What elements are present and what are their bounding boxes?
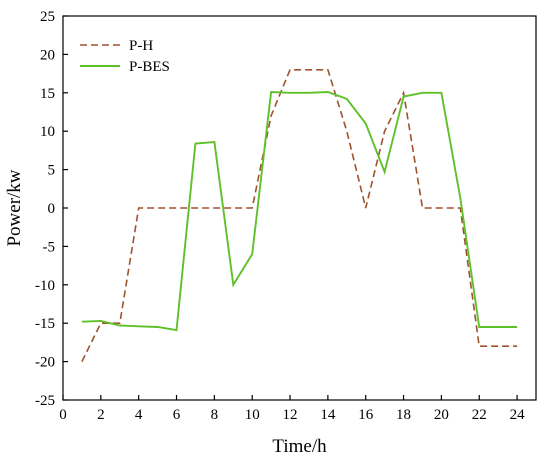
y-tick-label: 20 bbox=[40, 47, 55, 63]
y-tick-label: -10 bbox=[35, 278, 55, 294]
y-tick-label: 10 bbox=[40, 124, 55, 140]
y-tick-label: 0 bbox=[48, 201, 56, 217]
x-tick-label: 20 bbox=[434, 407, 449, 423]
y-tick-label: -5 bbox=[43, 239, 56, 255]
y-tick-label: -20 bbox=[35, 355, 55, 371]
x-tick-label: 12 bbox=[283, 407, 298, 423]
x-tick-label: 16 bbox=[358, 407, 374, 423]
y-tick-label: 5 bbox=[48, 163, 56, 179]
y-tick-label: -25 bbox=[35, 393, 55, 409]
x-tick-label: 4 bbox=[135, 407, 143, 423]
x-tick-label: 10 bbox=[245, 407, 260, 423]
legend-label: P-BES bbox=[129, 59, 170, 75]
x-tick-label: 2 bbox=[97, 407, 105, 423]
y-tick-label: -15 bbox=[35, 316, 55, 332]
y-axis: -25 -20 -15 -10 -5 0 5 10 15 20 25 bbox=[35, 9, 68, 409]
series-line-p-bes bbox=[81, 91, 518, 332]
x-axis: 0 2 4 6 8 10 12 14 16 18 20 22 24 bbox=[59, 395, 525, 423]
y-tick-label: 15 bbox=[40, 86, 55, 102]
x-tick-label: 14 bbox=[320, 407, 336, 423]
legend-label: P-H bbox=[129, 38, 153, 54]
x-tick-label: 24 bbox=[510, 407, 526, 423]
series-line-p-h bbox=[81, 69, 518, 362]
y-axis-title: Power/kw bbox=[4, 169, 25, 246]
x-tick-label: 0 bbox=[59, 407, 67, 423]
legend: P-H P-BES bbox=[80, 38, 170, 75]
x-tick-label: 18 bbox=[396, 407, 411, 423]
series-layer bbox=[81, 69, 518, 362]
x-tick-label: 8 bbox=[211, 407, 219, 423]
x-tick-label: 22 bbox=[472, 407, 487, 423]
x-axis-title: Time/h bbox=[272, 436, 327, 457]
x-tick-label: 6 bbox=[173, 407, 181, 423]
y-tick-label: 25 bbox=[40, 9, 55, 25]
